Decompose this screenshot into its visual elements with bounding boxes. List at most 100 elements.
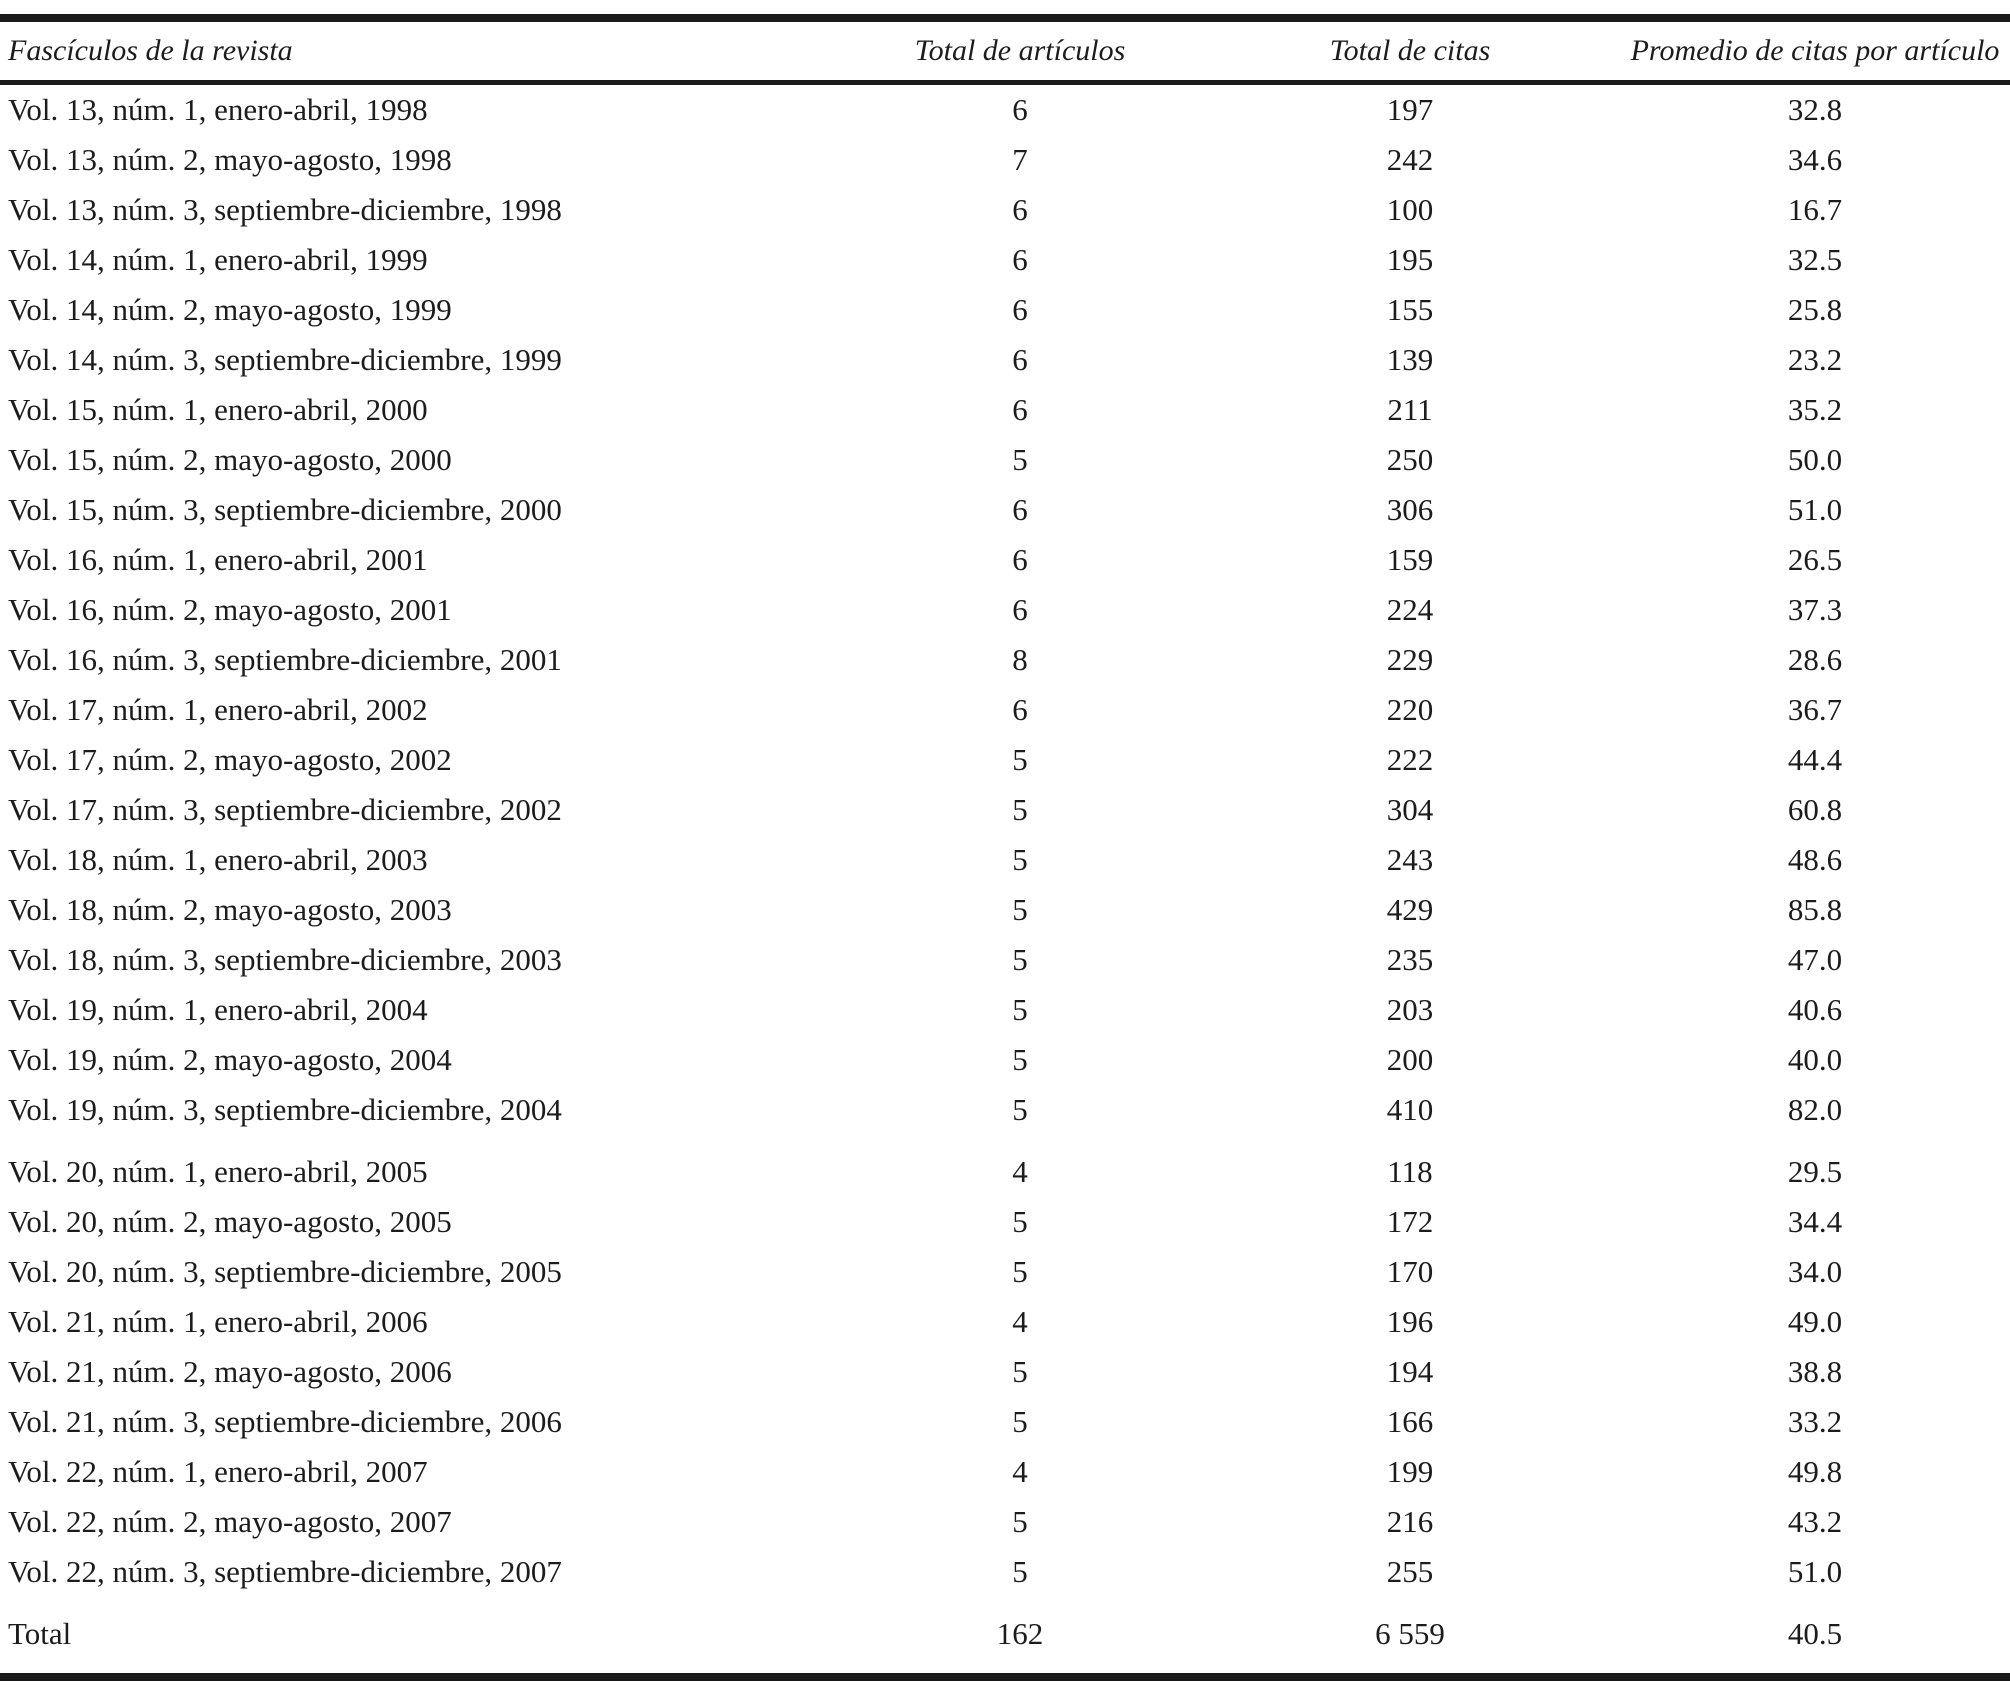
articles-cell: 5: [1012, 742, 1028, 777]
articles-cell: 5: [1012, 792, 1028, 827]
bottom-rule: [0, 1673, 2010, 1681]
citas-cell: 410: [1386, 1092, 1434, 1127]
issue-cell: Vol. 15, núm. 3, septiembre-diciembre, 2…: [8, 492, 562, 527]
issue-cell: Vol. 13, núm. 3, septiembre-diciembre, 1…: [8, 192, 562, 227]
table-row: Vol. 17, núm. 3, septiembre-diciembre, 2…: [0, 785, 2010, 835]
articles-cell: 4: [1012, 1454, 1028, 1489]
articles-cell: 5: [1012, 1254, 1028, 1289]
citas-cell: 211: [1387, 392, 1433, 427]
articles-cell: 4: [1012, 1154, 1028, 1189]
articles-cell: 6: [1012, 292, 1028, 327]
issue-cell: Vol. 19, núm. 3, septiembre-diciembre, 2…: [8, 1092, 562, 1127]
articles-cell: 7: [1012, 142, 1028, 177]
promedio-cell: 32.5: [1787, 242, 1843, 277]
citas-cell: 139: [1386, 342, 1434, 377]
citas-cell: 155: [1386, 292, 1434, 327]
issue-cell: Vol. 13, núm. 1, enero-abril, 1998: [8, 92, 428, 127]
promedio-cell: 60.8: [1787, 792, 1843, 827]
articles-cell: 5: [1012, 992, 1028, 1027]
citas-cell: 220: [1386, 692, 1434, 727]
issue-cell: Vol. 17, núm. 2, mayo-agosto, 2002: [8, 742, 452, 777]
citas-cell: 306: [1386, 492, 1434, 527]
promedio-cell: 51.0: [1787, 1554, 1843, 1589]
table-footer: Total 162 6 559 40.5: [0, 1597, 2010, 1665]
promedio-cell: 48.6: [1787, 842, 1843, 877]
citas-cell: 255: [1386, 1554, 1434, 1589]
table-row: Vol. 14, núm. 2, mayo-agosto, 1999 6 155 25…: [0, 285, 2010, 335]
table-row: Vol. 21, núm. 3, septiembre-diciembre, 2…: [0, 1397, 2010, 1447]
table-row: Vol. 15, núm. 1, enero-abril, 2000 6 211 35…: [0, 385, 2010, 435]
issue-cell: Vol. 22, núm. 3, septiembre-diciembre, 2…: [8, 1554, 562, 1589]
issue-cell: Vol. 14, núm. 1, enero-abril, 1999: [8, 242, 428, 277]
promedio-cell: 85.8: [1787, 892, 1843, 927]
articles-cell: 5: [1012, 842, 1028, 877]
issue-cell: Vol. 13, núm. 2, mayo-agosto, 1998: [8, 142, 452, 177]
articles-cell: 5: [1012, 1554, 1028, 1589]
total-label: Total: [8, 1616, 72, 1651]
table-row: Vol. 18, núm. 2, mayo-agosto, 2003 5 429 85…: [0, 885, 2010, 935]
issue-cell: Vol. 14, núm. 3, septiembre-diciembre, 1…: [8, 342, 562, 377]
citas-cell: 197: [1386, 92, 1434, 127]
citas-cell: 172: [1386, 1204, 1434, 1239]
issue-cell: Vol. 22, núm. 1, enero-abril, 2007: [8, 1454, 428, 1489]
table-row: Vol. 18, núm. 1, enero-abril, 2003 5 243 48…: [0, 835, 2010, 885]
articles-cell: 4: [1012, 1304, 1028, 1339]
table-row: Vol. 21, núm. 1, enero-abril, 2006 4 196 49…: [0, 1297, 2010, 1347]
promedio-cell: 82.0: [1787, 1092, 1843, 1127]
citas-cell: 200: [1386, 1042, 1434, 1077]
citas-cell: 195: [1386, 242, 1434, 277]
citas-cell: 194: [1386, 1354, 1434, 1389]
issue-cell: Vol. 21, núm. 2, mayo-agosto, 2006: [8, 1354, 452, 1389]
citas-cell: 100: [1386, 192, 1434, 227]
table-row: Vol. 22, núm. 2, mayo-agosto, 2007 5 216 43…: [0, 1497, 2010, 1547]
citas-cell: 222: [1386, 742, 1434, 777]
table-row: Vol. 16, núm. 3, septiembre-diciembre, 2…: [0, 635, 2010, 685]
promedio-cell: 23.2: [1787, 342, 1843, 377]
promedio-cell: 34.4: [1787, 1204, 1843, 1239]
column-header-total-citas: Total de citas: [1200, 22, 1620, 85]
column-header-promedio-citas: Promedio de citas por artículo: [1620, 22, 2010, 85]
articles-cell: 6: [1012, 342, 1028, 377]
issue-cell: Vol. 18, núm. 3, septiembre-diciembre, 2…: [8, 942, 562, 977]
citas-cell: 304: [1386, 792, 1434, 827]
issue-cell: Vol. 15, núm. 2, mayo-agosto, 2000: [8, 442, 452, 477]
issue-cell: Vol. 20, núm. 3, septiembre-diciembre, 2…: [8, 1254, 562, 1289]
table-row: Vol. 16, núm. 2, mayo-agosto, 2001 6 224 37…: [0, 585, 2010, 635]
citas-cell: 235: [1386, 942, 1434, 977]
promedio-cell: 34.0: [1787, 1254, 1843, 1289]
total-articles: 162: [996, 1616, 1044, 1651]
top-rule: [0, 14, 2010, 22]
table-row: Vol. 19, núm. 1, enero-abril, 2004 5 203 40…: [0, 985, 2010, 1035]
citas-cell: 203: [1386, 992, 1434, 1027]
table-body: Vol. 13, núm. 1, enero-abril, 1998 6 197 32…: [0, 83, 2010, 1598]
articles-cell: 5: [1012, 1204, 1028, 1239]
table-row: Vol. 13, núm. 3, septiembre-diciembre, 1…: [0, 185, 2010, 235]
table-row: Vol. 19, núm. 3, septiembre-diciembre, 2…: [0, 1085, 2010, 1135]
promedio-cell: 47.0: [1787, 942, 1843, 977]
articles-cell: 6: [1012, 392, 1028, 427]
issue-cell: Vol. 16, núm. 1, enero-abril, 2001: [8, 542, 428, 577]
total-row: Total 162 6 559 40.5: [0, 1597, 2010, 1665]
table-row: Vol. 20, núm. 1, enero-abril, 2005 4 118 29…: [0, 1135, 2010, 1197]
citas-cell: 224: [1386, 592, 1434, 627]
articles-cell: 5: [1012, 1404, 1028, 1439]
total-citas: 6 559: [1375, 1616, 1445, 1651]
promedio-cell: 25.8: [1787, 292, 1843, 327]
promedio-cell: 35.2: [1787, 392, 1843, 427]
total-promedio: 40.5: [1787, 1616, 1843, 1651]
table-row: Vol. 20, núm. 2, mayo-agosto, 2005 5 172 34…: [0, 1197, 2010, 1247]
promedio-cell: 36.7: [1787, 692, 1843, 727]
promedio-cell: 28.6: [1787, 642, 1843, 677]
promedio-cell: 16.7: [1787, 192, 1843, 227]
promedio-cell: 44.4: [1787, 742, 1843, 777]
articles-cell: 6: [1012, 542, 1028, 577]
promedio-cell: 33.2: [1787, 1404, 1843, 1439]
journal-issues-table: Fascículos de la revista Total de artícu…: [0, 22, 2010, 1665]
issue-cell: Vol. 20, núm. 2, mayo-agosto, 2005: [8, 1204, 452, 1239]
articles-cell: 5: [1012, 1042, 1028, 1077]
articles-cell: 5: [1012, 1504, 1028, 1539]
issue-cell: Vol. 18, núm. 2, mayo-agosto, 2003: [8, 892, 452, 927]
articles-cell: 6: [1012, 192, 1028, 227]
promedio-cell: 51.0: [1787, 492, 1843, 527]
issue-cell: Vol. 19, núm. 1, enero-abril, 2004: [8, 992, 428, 1027]
